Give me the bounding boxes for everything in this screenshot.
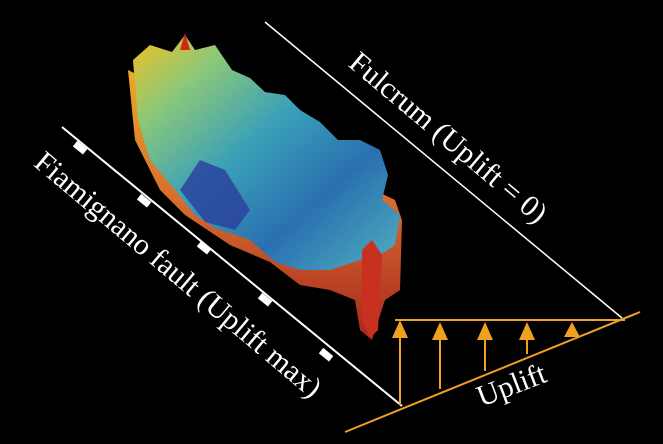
arrow-head <box>477 322 493 340</box>
arrow-head <box>564 322 580 337</box>
arrow-heads <box>392 320 580 340</box>
fault-tick <box>257 292 273 307</box>
fault-tick <box>136 193 152 208</box>
arrow-head <box>519 322 535 340</box>
terrain-peak <box>180 33 190 50</box>
fault-tick <box>318 347 334 362</box>
arrow-head <box>392 320 408 338</box>
fault-tick <box>196 240 212 255</box>
terrain-spike <box>362 240 382 338</box>
fulcrum-line <box>264 21 623 319</box>
arrow-head <box>432 322 448 340</box>
fault-ticks <box>72 140 334 362</box>
uplift-baseline <box>344 311 641 433</box>
terrain-valley <box>180 160 250 230</box>
fault-tick <box>72 140 88 155</box>
fault-line <box>61 126 403 407</box>
